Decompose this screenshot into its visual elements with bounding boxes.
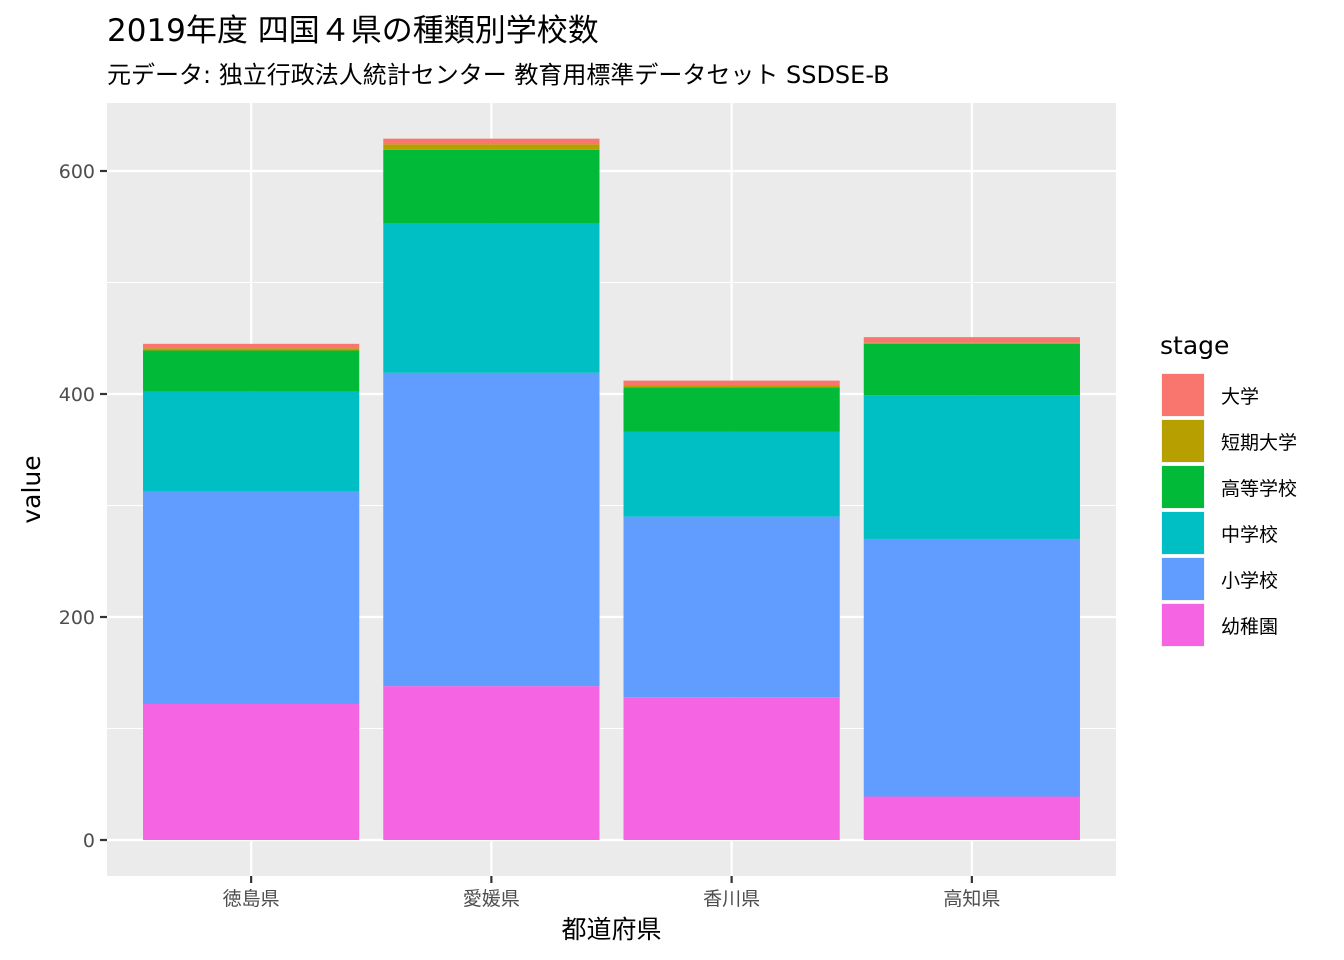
bar-segment <box>863 342 1080 344</box>
y-tick-label: 600 <box>59 161 95 183</box>
legend-title: stage <box>1160 331 1229 360</box>
bar-segment <box>143 343 360 349</box>
bar-segment <box>623 387 840 432</box>
x-tick-label: 徳島県 <box>223 888 280 910</box>
x-axis: 徳島県 愛媛県 香川県 高知県 <box>223 876 1000 910</box>
y-axis-title: value <box>17 455 46 523</box>
bar-segment <box>383 149 600 224</box>
bar-segment <box>143 703 360 840</box>
x-tick-label: 高知県 <box>943 888 1000 910</box>
bar-segment <box>383 686 600 840</box>
bar-segment <box>863 343 1080 396</box>
bar-segment <box>383 372 600 687</box>
legend-label: 大学 <box>1221 386 1259 408</box>
bar-segment <box>143 348 360 351</box>
bar-segment <box>863 337 1080 343</box>
bar-segment <box>863 538 1080 797</box>
bar-segment <box>623 431 840 517</box>
chart-title: 2019年度 四国４県の種類別学校数 <box>107 13 599 49</box>
bar-segment <box>383 138 600 145</box>
y-tick-label: 400 <box>59 384 95 406</box>
bar-segment <box>623 516 840 698</box>
bar-segment <box>863 395 1080 539</box>
bars <box>143 138 1080 840</box>
legend-key <box>1162 374 1204 416</box>
bar-segment <box>143 491 360 704</box>
legend-key <box>1162 558 1204 600</box>
legend-key <box>1162 512 1204 554</box>
bar-segment <box>623 697 840 840</box>
bar-segment <box>863 796 1080 840</box>
bar-segment <box>623 385 840 388</box>
bar-segment <box>143 350 360 392</box>
legend-label: 高等学校 <box>1221 478 1297 500</box>
legend-label: 小学校 <box>1221 570 1278 592</box>
legend-label: 幼稚園 <box>1221 616 1278 638</box>
y-tick-label: 0 <box>83 830 95 852</box>
legend-key <box>1162 604 1204 646</box>
bar-segment <box>383 144 600 150</box>
y-tick-label: 200 <box>59 607 95 629</box>
bar-segment <box>623 380 840 386</box>
x-tick-label: 香川県 <box>703 888 760 910</box>
legend-label: 中学校 <box>1221 524 1278 546</box>
x-tick-label: 愛媛県 <box>463 888 520 910</box>
legend-label: 短期大学 <box>1221 432 1297 454</box>
bar-segment <box>143 391 360 492</box>
chart-subtitle: 元データ: 独立行政法人統計センター 教育用標準データセット SSDSE-B <box>107 61 890 89</box>
bar-segment <box>383 223 600 373</box>
legend-key <box>1162 466 1204 508</box>
legend-key <box>1162 420 1204 462</box>
x-axis-title: 都道府県 <box>561 915 661 944</box>
y-axis: 0 200 400 600 <box>59 161 107 852</box>
